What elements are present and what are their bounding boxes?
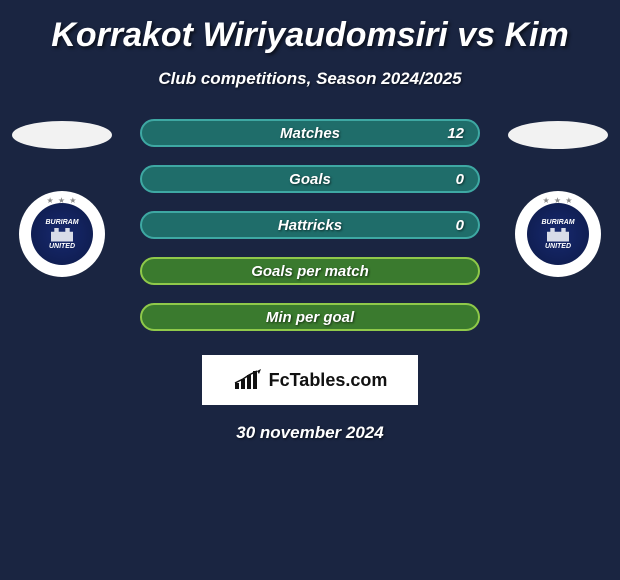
castle-icon <box>51 228 73 242</box>
stat-label: Min per goal <box>266 309 354 326</box>
stat-value-right: 0 <box>456 171 464 188</box>
footer-date: 30 november 2024 <box>0 423 620 443</box>
left-player-column: ★ ★ ★ BURIRAM UNITED <box>12 119 112 277</box>
stats-column: Matches 12 Goals 0 Hattricks 0 Goals per… <box>140 119 480 331</box>
stat-row-goals-per-match: Goals per match <box>140 257 480 285</box>
right-player-avatar <box>508 121 608 149</box>
castle-icon <box>547 228 569 242</box>
page-title: Korrakot Wiriyaudomsiri vs Kim <box>0 16 620 55</box>
right-club-badge: ★ ★ ★ BURIRAM UNITED <box>515 191 601 277</box>
stat-value-right: 0 <box>456 217 464 234</box>
infographic-root: Korrakot Wiriyaudomsiri vs Kim Club comp… <box>0 0 620 453</box>
stat-row-min-per-goal: Min per goal <box>140 303 480 331</box>
bar-chart-icon <box>233 369 263 391</box>
main-row: ★ ★ ★ BURIRAM UNITED Matches 12 Goals 0 … <box>0 119 620 331</box>
badge-text-bottom: UNITED <box>49 243 75 250</box>
stat-label: Hattricks <box>278 217 342 234</box>
left-club-badge: ★ ★ ★ BURIRAM UNITED <box>19 191 105 277</box>
badge-inner: BURIRAM UNITED <box>527 203 589 265</box>
badge-text-bottom: UNITED <box>545 243 571 250</box>
left-player-avatar <box>12 121 112 149</box>
stat-row-matches: Matches 12 <box>140 119 480 147</box>
stat-label: Goals <box>289 171 331 188</box>
brand-box: FcTables.com <box>202 355 418 405</box>
stat-value-right: 12 <box>447 125 464 142</box>
stat-label: Matches <box>280 125 340 142</box>
stat-label: Goals per match <box>251 263 369 280</box>
badge-text-top: BURIRAM <box>541 219 574 226</box>
badge-inner: BURIRAM UNITED <box>31 203 93 265</box>
brand-text: FcTables.com <box>269 370 388 391</box>
stat-row-goals: Goals 0 <box>140 165 480 193</box>
right-player-column: ★ ★ ★ BURIRAM UNITED <box>508 119 608 277</box>
subtitle: Club competitions, Season 2024/2025 <box>0 69 620 89</box>
stat-row-hattricks: Hattricks 0 <box>140 211 480 239</box>
badge-text-top: BURIRAM <box>45 219 78 226</box>
